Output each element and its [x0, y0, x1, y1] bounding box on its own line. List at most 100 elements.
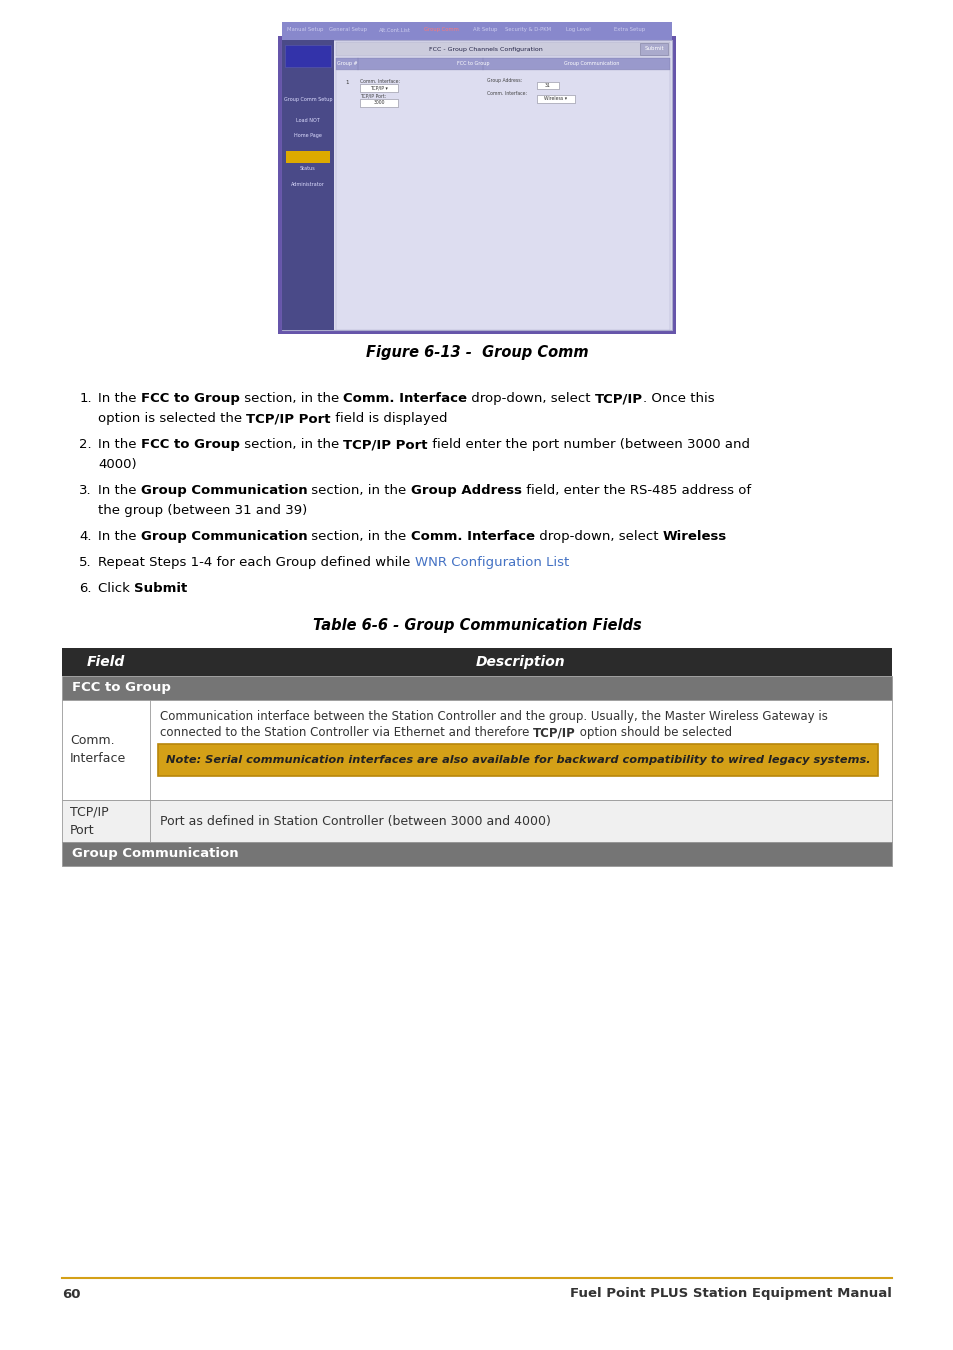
- Text: General Setup: General Setup: [329, 27, 367, 32]
- Text: Communication interface between the Station Controller and the group. Usually, t: Communication interface between the Stat…: [160, 710, 827, 724]
- Text: Group Address: Group Address: [411, 485, 521, 497]
- Text: Group Address:: Group Address:: [486, 78, 521, 82]
- Text: Log Level: Log Level: [565, 27, 590, 32]
- Text: TCP/IP: TCP/IP: [533, 726, 576, 738]
- Text: TCP/IP Port: TCP/IP Port: [246, 412, 331, 425]
- Text: Submit: Submit: [643, 46, 663, 51]
- Text: Table 6-6 - Group Communication Fields: Table 6-6 - Group Communication Fields: [313, 618, 640, 633]
- Text: FCC to Group: FCC to Group: [456, 62, 489, 66]
- Text: In the: In the: [98, 485, 141, 497]
- Text: option should be selected: option should be selected: [576, 726, 731, 738]
- Text: FCC to Group: FCC to Group: [141, 437, 239, 451]
- Text: Manual Setup: Manual Setup: [287, 27, 323, 32]
- Text: TCP/IP: TCP/IP: [595, 392, 642, 405]
- FancyBboxPatch shape: [359, 84, 397, 92]
- Text: drop-down, select: drop-down, select: [467, 392, 595, 405]
- Text: Group Communication: Group Communication: [71, 848, 238, 860]
- Text: section, in the: section, in the: [239, 437, 343, 451]
- FancyBboxPatch shape: [62, 648, 891, 676]
- Text: Home Page: Home Page: [294, 134, 321, 139]
- Text: TCP/IP
Port: TCP/IP Port: [70, 806, 109, 837]
- Text: Group Comm Setup: Group Comm Setup: [283, 97, 332, 103]
- Text: 4000): 4000): [98, 458, 136, 471]
- Text: 4.: 4.: [79, 531, 91, 543]
- Text: Group Communication: Group Communication: [141, 531, 307, 543]
- Text: Description: Description: [476, 655, 565, 670]
- Text: field enter the port number (between 3000 and: field enter the port number (between 300…: [427, 437, 749, 451]
- Text: connected to the Station Controller via Ethernet and therefore: connected to the Station Controller via …: [160, 726, 533, 738]
- Text: In the: In the: [98, 437, 141, 451]
- Text: section, in the: section, in the: [307, 485, 411, 497]
- Text: Alt.Cont.List: Alt.Cont.List: [378, 27, 411, 32]
- FancyBboxPatch shape: [537, 82, 558, 89]
- FancyBboxPatch shape: [62, 801, 891, 842]
- FancyBboxPatch shape: [62, 701, 891, 801]
- Text: Comm. Interface:: Comm. Interface:: [486, 90, 526, 96]
- Text: option is selected the: option is selected the: [98, 412, 246, 425]
- Text: Note: Serial communication interfaces are also available for backward compatibil: Note: Serial communication interfaces ar…: [166, 755, 869, 765]
- Text: 5.: 5.: [79, 556, 91, 568]
- Text: TCP/IP ▾: TCP/IP ▾: [370, 85, 388, 90]
- Text: Field: Field: [87, 655, 125, 670]
- Text: FCC to Group: FCC to Group: [71, 682, 171, 694]
- Text: Group #: Group #: [336, 62, 357, 66]
- Text: 1: 1: [345, 80, 349, 85]
- Text: Comm. Interface: Comm. Interface: [411, 531, 535, 543]
- FancyBboxPatch shape: [335, 42, 669, 55]
- Text: section, in the: section, in the: [307, 531, 411, 543]
- Text: Group Communication: Group Communication: [564, 62, 619, 66]
- Text: Submit: Submit: [134, 582, 187, 595]
- FancyBboxPatch shape: [62, 676, 891, 701]
- Text: 3.: 3.: [79, 485, 91, 497]
- FancyBboxPatch shape: [335, 70, 669, 329]
- Text: 1.: 1.: [79, 392, 91, 405]
- Text: Click: Click: [98, 582, 134, 595]
- Text: FCC - Group Channels Configuration: FCC - Group Channels Configuration: [429, 46, 542, 51]
- Text: Comm. Interface: Comm. Interface: [343, 392, 467, 405]
- Text: TCP/IP Port: TCP/IP Port: [343, 437, 427, 451]
- Text: Repeat Steps 1-4 for each Group defined while: Repeat Steps 1-4 for each Group defined …: [98, 556, 415, 568]
- FancyBboxPatch shape: [158, 744, 877, 776]
- FancyBboxPatch shape: [359, 99, 397, 107]
- Text: Security & D-PKM: Security & D-PKM: [504, 27, 550, 32]
- Text: 60: 60: [62, 1288, 80, 1300]
- Text: Group Communication: Group Communication: [141, 485, 307, 497]
- Text: Figure 6-13 -  Group Comm: Figure 6-13 - Group Comm: [365, 344, 588, 359]
- FancyBboxPatch shape: [639, 43, 667, 55]
- Text: WNR Configuration List: WNR Configuration List: [415, 556, 568, 568]
- Text: 31: 31: [544, 82, 550, 88]
- FancyBboxPatch shape: [277, 36, 676, 333]
- Text: TCP/IP Port:: TCP/IP Port:: [359, 95, 386, 99]
- FancyBboxPatch shape: [335, 58, 669, 70]
- FancyBboxPatch shape: [62, 842, 891, 865]
- Text: field, enter the RS-485 address of: field, enter the RS-485 address of: [521, 485, 750, 497]
- Text: Port as defined in Station Controller (between 3000 and 4000): Port as defined in Station Controller (b…: [160, 814, 550, 828]
- Text: Fuel Point PLUS Station Equipment Manual: Fuel Point PLUS Station Equipment Manual: [570, 1288, 891, 1300]
- FancyBboxPatch shape: [282, 22, 671, 40]
- Text: drop-down, select: drop-down, select: [535, 531, 662, 543]
- Text: field is displayed: field is displayed: [331, 412, 447, 425]
- Text: In the: In the: [98, 531, 141, 543]
- Text: 6.: 6.: [79, 582, 91, 595]
- Text: Wireless ▾: Wireless ▾: [543, 96, 567, 101]
- FancyBboxPatch shape: [282, 40, 334, 329]
- Text: the group (between 31 and 39): the group (between 31 and 39): [98, 504, 307, 517]
- Text: FCC to Group: FCC to Group: [141, 392, 239, 405]
- Text: Wireless: Wireless: [662, 531, 726, 543]
- Text: Alt Setup: Alt Setup: [472, 27, 497, 32]
- Text: 3000: 3000: [373, 100, 384, 105]
- FancyBboxPatch shape: [282, 40, 671, 329]
- FancyBboxPatch shape: [537, 95, 575, 103]
- Text: Load NOT: Load NOT: [295, 117, 319, 123]
- Text: In the: In the: [98, 392, 141, 405]
- Text: Status: Status: [300, 166, 315, 170]
- Text: . Once this: . Once this: [642, 392, 714, 405]
- Text: Administrator: Administrator: [291, 181, 325, 186]
- Text: Comm. Interface:: Comm. Interface:: [359, 80, 399, 84]
- FancyBboxPatch shape: [285, 45, 331, 68]
- FancyBboxPatch shape: [286, 151, 330, 163]
- Text: 2.: 2.: [79, 437, 91, 451]
- Text: section, in the: section, in the: [239, 392, 343, 405]
- Text: Comm.
Interface: Comm. Interface: [70, 734, 126, 765]
- Text: Extra Setup: Extra Setup: [613, 27, 644, 32]
